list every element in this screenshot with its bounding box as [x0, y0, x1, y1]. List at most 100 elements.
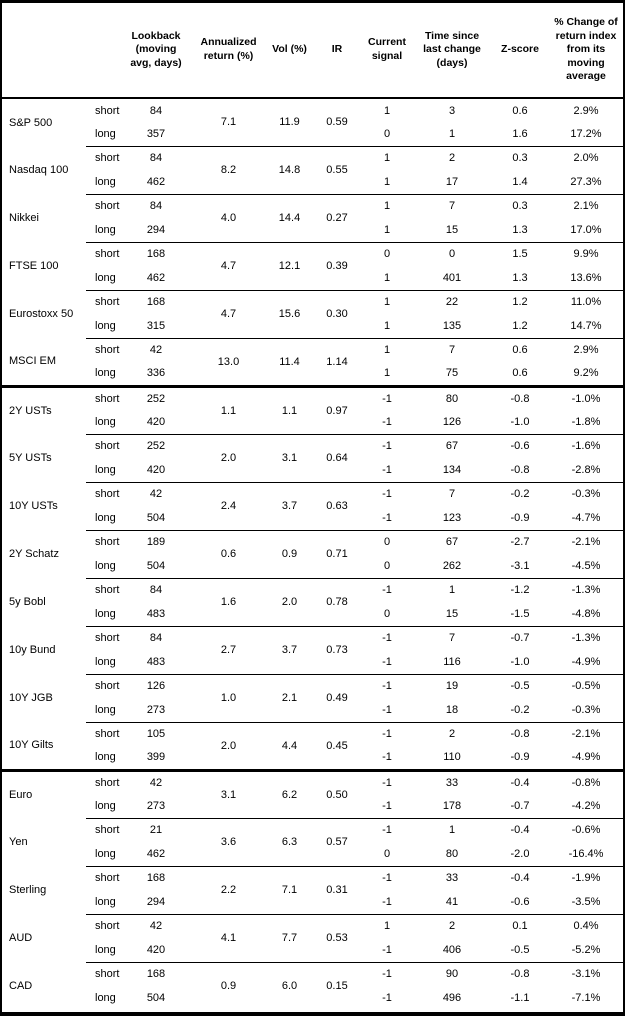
pct-change-value: -2.1%: [549, 721, 623, 746]
days-since-change-value: 15: [445, 607, 459, 620]
annualized-return-value: 4.7: [191, 241, 266, 290]
z-score-value: -1.2: [491, 577, 549, 602]
table-header: Lookback (moving avg, days) Annualized r…: [2, 3, 623, 99]
asset-name: 10y Bund: [9, 644, 56, 656]
lookback-value: 504: [146, 511, 166, 524]
current-signal-value: 1: [361, 289, 413, 314]
asset-name: 10Y Gilts: [9, 739, 54, 752]
annualized-return-value: 2.7: [191, 625, 266, 674]
asset-name: Eurostoxx 50: [9, 308, 74, 320]
term-label: long: [95, 223, 116, 236]
table-row: long 483 0 15 -1.5 -4.8%: [2, 602, 623, 626]
z-score-value: 1.2: [512, 319, 528, 332]
pct-change-value: 27.3%: [570, 175, 602, 188]
vol-value: 6.0: [266, 961, 313, 1010]
table-row: long 315 1 135 1.2 14.7%: [2, 314, 623, 338]
lookback-value: 462: [146, 271, 166, 284]
col-header-pct-change: % Change of return index from its moving…: [549, 3, 623, 99]
pct-change-value: 17.2%: [570, 127, 602, 140]
annualized-return-value: 1.0: [191, 673, 266, 722]
lookback-value: 462: [146, 847, 166, 860]
asset-name: FTSE 100: [9, 260, 59, 272]
days-since-change-value: 178: [442, 799, 462, 812]
pct-change-value: 17.0%: [570, 223, 602, 236]
term-label: short: [86, 289, 121, 314]
term-label: long: [95, 319, 116, 332]
term-label: short: [86, 481, 121, 506]
z-score-value: 1.5: [491, 241, 549, 266]
term-label: long: [95, 992, 116, 1004]
table-row: long 462 0 80 -2.0 -16.4%: [2, 842, 623, 866]
term-label: short: [86, 721, 121, 746]
term-label: long: [95, 271, 116, 284]
term-label: short: [86, 384, 121, 410]
table-row: long 462 1 17 1.4 27.3%: [2, 170, 623, 194]
momentum-signals-table: Lookback (moving avg, days) Annualized r…: [2, 3, 623, 1010]
annualized-return-value: 4.0: [191, 193, 266, 242]
annualized-return-value: 2.2: [191, 865, 266, 914]
lookback-value: 168: [121, 241, 191, 266]
current-signal-value: 1: [361, 145, 413, 170]
ir-value: 0.49: [313, 673, 361, 722]
table-row: CAD short 168 0.9 6.0 0.15 -1 90 -0.8 -3.1%: [2, 961, 623, 1010]
z-score-value: 1.3: [512, 223, 528, 236]
annualized-return-value: 7.1: [220, 116, 237, 129]
lookback-value: 168: [121, 289, 191, 314]
term-label: short: [86, 433, 121, 458]
pct-change-value: -0.3%: [549, 481, 623, 506]
lookback-value: 84: [121, 625, 191, 650]
table-row: 10Y USTs short 42 2.4 3.7 0.63 -1 7 -0.2 -0.3%: [2, 481, 623, 530]
pct-change-value: -0.5%: [549, 673, 623, 698]
lookback-value: 126: [121, 673, 191, 698]
current-signal-value: -1: [361, 865, 413, 890]
ir-value: 0.50: [313, 768, 361, 818]
lookback-value: 252: [121, 384, 191, 410]
z-score-value: 0.6: [512, 367, 528, 380]
table-row: long 273 -1 18 -0.2 -0.3%: [2, 698, 623, 722]
z-score-value: -0.7: [510, 799, 530, 812]
z-score-value: 0.3: [491, 145, 549, 170]
header-row: Lookback (moving avg, days) Annualized r…: [2, 3, 623, 99]
days-since-change-value: 3: [448, 104, 456, 117]
asset-name: AUD: [9, 932, 33, 944]
vol-value: 12.1: [266, 241, 313, 290]
days-since-change-value: 90: [413, 961, 491, 986]
term-label: short: [86, 913, 121, 938]
vol-value: 14.8: [266, 145, 313, 194]
ir-value: 0.59: [326, 116, 348, 129]
current-signal-value: -1: [382, 655, 392, 668]
current-signal-value: 0: [383, 127, 391, 140]
table-row: long 294 1 15 1.3 17.0%: [2, 218, 623, 242]
term-label: short: [86, 768, 121, 794]
pct-change-value: -2.1%: [549, 529, 623, 554]
table-row: Yen short 21 3.6 6.3 0.57 -1 1 -0.4 -0.6%: [2, 817, 623, 866]
pct-change-value: 0.4%: [549, 913, 623, 938]
vol-value: 3.7: [266, 625, 313, 674]
z-score-value: -0.9: [510, 751, 530, 764]
current-signal-value: 1: [361, 193, 413, 218]
lookback-value: 168: [121, 865, 191, 890]
lookback-value: 420: [146, 415, 166, 428]
table-row: AUD short 42 4.1 7.7 0.53 1 2 0.1 0.4%: [2, 913, 623, 962]
days-since-change-value: 80: [413, 384, 491, 410]
vol-value: 7.1: [266, 865, 313, 914]
lookback-value: 252: [121, 433, 191, 458]
annualized-return-value: 2.0: [191, 721, 266, 770]
current-signal-value: 1: [383, 319, 391, 332]
days-since-change-value: 7: [413, 193, 491, 218]
current-signal-value: -1: [382, 799, 392, 812]
z-score-value: -2.0: [510, 847, 530, 860]
term-label: long: [95, 367, 116, 380]
table-row: long 504 0 262 -3.1 -4.5%: [2, 554, 623, 578]
table-row: 10Y JGB short 126 1.0 2.1 0.49 -1 19 -0.5 -0.5%: [2, 673, 623, 722]
days-since-change-value: 33: [413, 768, 491, 794]
table-row: long 357 0 1 1.6 17.2%: [2, 122, 623, 146]
annualized-return-value: 2.4: [191, 481, 266, 530]
lookback-value: 504: [146, 559, 166, 572]
pct-change-value: -1.9%: [549, 865, 623, 890]
pct-change-value: -2.8%: [571, 463, 601, 476]
ir-value: 0.39: [313, 241, 361, 290]
current-signal-value: 1: [383, 223, 391, 236]
pct-change-value: 2.9%: [549, 337, 623, 362]
